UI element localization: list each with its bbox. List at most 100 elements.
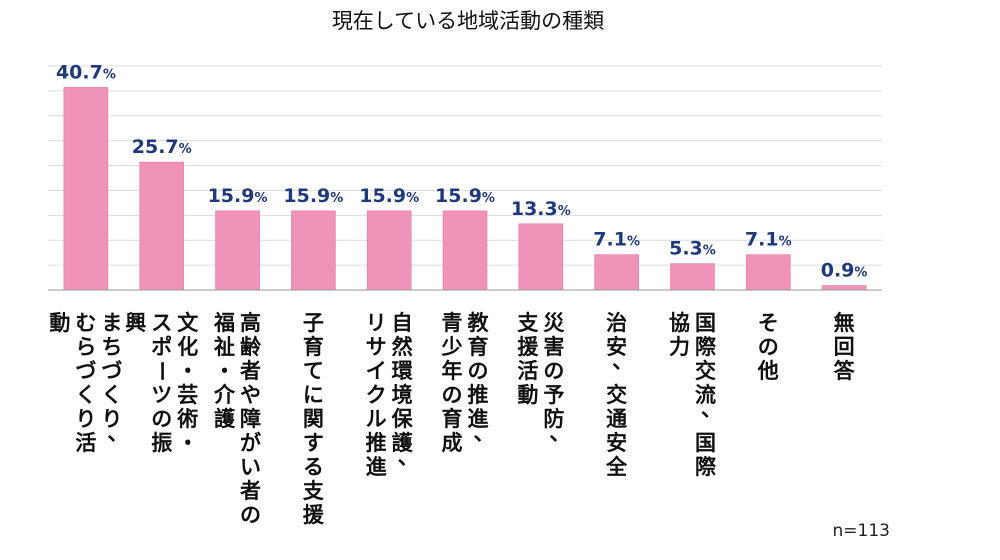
category-char: 国 [695, 311, 716, 335]
value-label: 40.7% [56, 61, 116, 83]
category-char: く [101, 383, 122, 407]
bars [63, 87, 867, 291]
value-label: 13.3% [511, 198, 571, 220]
value-label: 7.1% [745, 229, 792, 251]
category-char: り [101, 407, 122, 431]
category-char: く [75, 383, 96, 407]
category-char: ・ [214, 359, 235, 383]
category-char: 、 [398, 445, 419, 469]
bar [745, 254, 791, 291]
value-label: 15.9% [359, 185, 419, 207]
category-char: 際 [695, 455, 717, 479]
category-char: 少 [441, 335, 463, 359]
category-char: 災 [543, 311, 565, 335]
value-label: 25.7% [132, 136, 192, 158]
category-char: 、 [107, 421, 128, 445]
category-char: 関 [303, 407, 324, 431]
category-char: 推 [468, 383, 489, 407]
category-char: 支 [517, 311, 539, 335]
bar [518, 223, 564, 291]
category-char: 動 [517, 383, 538, 407]
bar [366, 210, 412, 291]
category-char: 進 [366, 455, 387, 479]
category-char: の [543, 359, 564, 383]
category-char: づ [75, 359, 96, 383]
category-char: 保 [391, 407, 414, 431]
bar [291, 210, 336, 291]
category-char: 、 [474, 421, 495, 445]
category-char: 芸 [177, 383, 198, 407]
category-char: 予 [543, 383, 564, 407]
category-char: 防 [543, 407, 564, 431]
category-char: 祉 [213, 335, 235, 359]
category-char: 障 [240, 407, 261, 431]
bar [215, 210, 260, 291]
category-char: 振 [151, 431, 172, 455]
category-char: ・ [177, 431, 198, 455]
bar [442, 210, 488, 291]
category-label: 無回答 [834, 311, 856, 383]
category-char: 交 [695, 359, 716, 383]
category-char: 高 [240, 311, 261, 335]
category-char: 治 [606, 311, 627, 335]
category-char: 活 [75, 431, 96, 455]
gridlines [48, 65, 882, 266]
category-char: 育 [442, 407, 463, 431]
category-char: 流 [695, 383, 716, 407]
category-char: 介 [213, 383, 236, 407]
category-char: す [303, 431, 324, 455]
category-char: ポ [151, 335, 172, 359]
category-char: ス [151, 311, 172, 335]
category-char: イ [366, 359, 387, 383]
category-char: ち [101, 335, 122, 359]
category-char: ツ [151, 383, 172, 407]
category-char: サ [366, 335, 387, 359]
category-char: 動 [49, 311, 70, 335]
category-char: の [442, 383, 463, 407]
category-char: 協 [669, 311, 690, 335]
value-label: 7.1% [593, 229, 640, 251]
category-char: ま [101, 311, 122, 335]
category-char: の [151, 407, 172, 431]
category-char: 子 [303, 311, 324, 335]
category-char: そ [758, 311, 779, 335]
category-char: 援 [517, 335, 539, 359]
value-label: 15.9% [283, 185, 343, 207]
category-char: 護 [214, 407, 236, 431]
value-label: 5.3% [669, 238, 716, 260]
category-char: 国 [695, 431, 716, 455]
bar [670, 263, 715, 291]
category-char: 環 [392, 359, 414, 383]
category-char: 齢 [240, 335, 262, 359]
category-char: い [240, 455, 261, 479]
category-char: 境 [392, 383, 413, 407]
category-char: 育 [468, 335, 489, 359]
category-char: 化 [177, 335, 198, 359]
category-char: の [468, 359, 489, 383]
category-char: 教 [468, 311, 490, 335]
category-char: 年 [442, 359, 463, 383]
bar [594, 254, 639, 291]
sample-size-note: n=113 [833, 521, 890, 541]
category-char: 者 [240, 359, 261, 383]
category-char: リ [366, 311, 387, 335]
category-char: る [303, 455, 324, 479]
category-char: ら [75, 335, 96, 359]
category-char: づ [101, 359, 122, 383]
category-char: り [75, 407, 96, 431]
category-char: ク [366, 383, 387, 407]
category-char: 通 [606, 407, 627, 431]
chart-title: 現在している地域活動の種類 [332, 9, 604, 33]
category-char: 進 [468, 407, 489, 431]
value-label: 0.9% [821, 260, 868, 282]
category-char: 、 [612, 349, 633, 373]
